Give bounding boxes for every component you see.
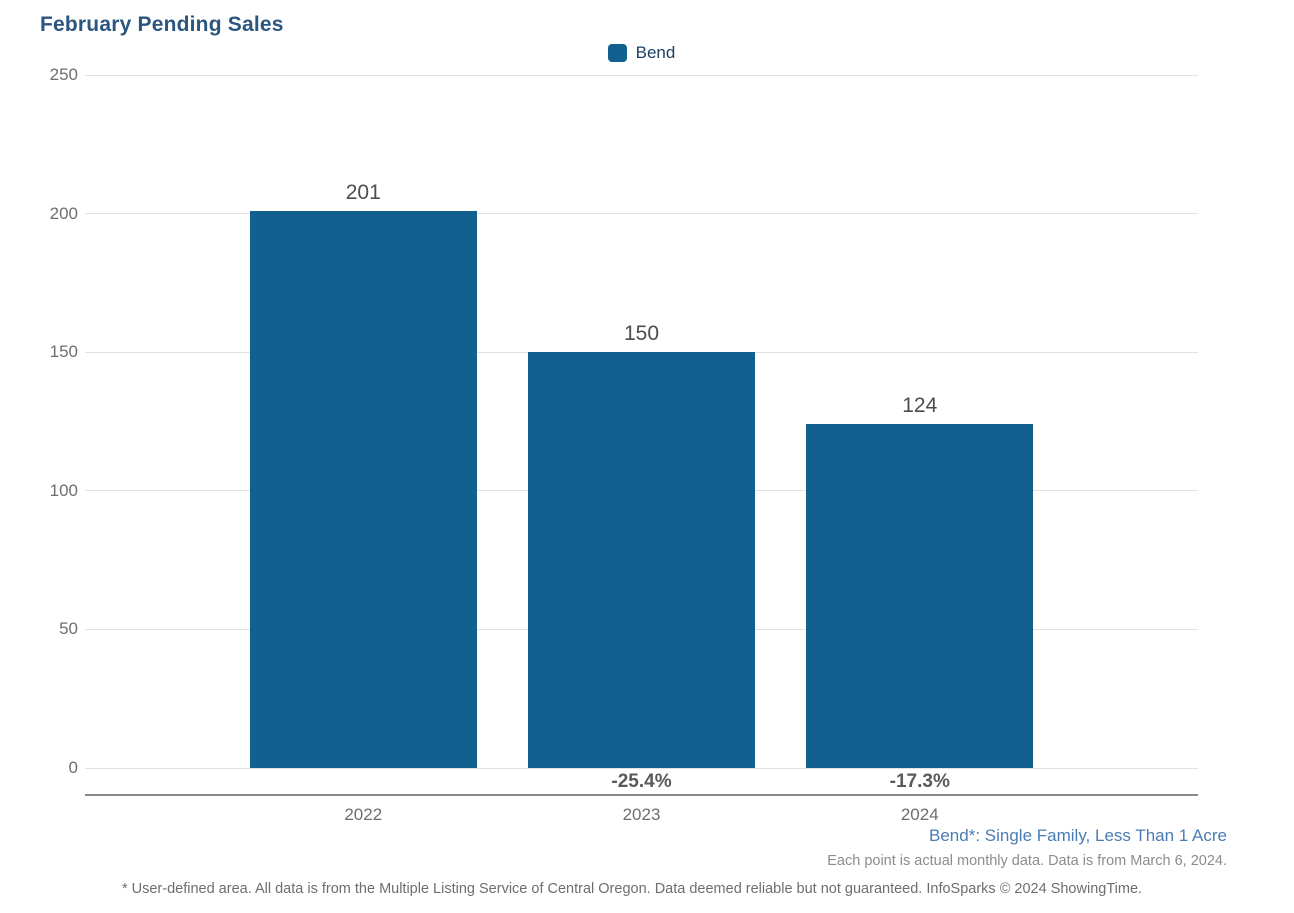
bar-2024[interactable]	[806, 424, 1034, 768]
data-source-note: Each point is actual monthly data. Data …	[827, 853, 1227, 869]
bar-2022[interactable]	[249, 210, 477, 768]
y-axis-tick-label: 100	[49, 480, 78, 500]
pct-change-label: -25.4%	[611, 771, 672, 792]
y-axis-tick-label: 50	[59, 619, 78, 639]
x-axis-tick-label: 2023	[622, 805, 661, 824]
y-gridline	[85, 767, 1198, 769]
y-gridline	[85, 74, 1198, 76]
disclaimer-note: * User-defined area. All data is from th…	[121, 881, 1143, 897]
bar-value-label: 201	[345, 180, 381, 204]
y-axis-tick-label: 200	[49, 203, 78, 223]
legend: Bend	[85, 43, 1198, 63]
x-axis-tick-label: 2022	[344, 805, 383, 824]
chart-title: February Pending Sales	[40, 13, 284, 36]
series-definition-note[interactable]: Bend*: Single Family, Less Than 1 Acre	[929, 826, 1227, 845]
pct-change-label: -17.3%	[889, 771, 950, 792]
bar-value-label: 124	[902, 394, 938, 418]
x-axis-tick-label: 2024	[900, 805, 939, 824]
bar-value-label: 150	[623, 322, 660, 346]
y-axis-tick-label: 250	[49, 65, 78, 84]
x-axis-line	[85, 794, 1198, 796]
legend-item-bend[interactable]: Bend	[607, 43, 676, 63]
legend-item-label: Bend	[635, 43, 676, 62]
y-gridline	[85, 213, 1198, 215]
y-axis-tick-label: 150	[49, 342, 78, 362]
legend-color-swatch-icon	[607, 44, 627, 62]
bar-2023[interactable]	[528, 352, 755, 768]
y-axis-tick-label: 0	[68, 758, 78, 777]
